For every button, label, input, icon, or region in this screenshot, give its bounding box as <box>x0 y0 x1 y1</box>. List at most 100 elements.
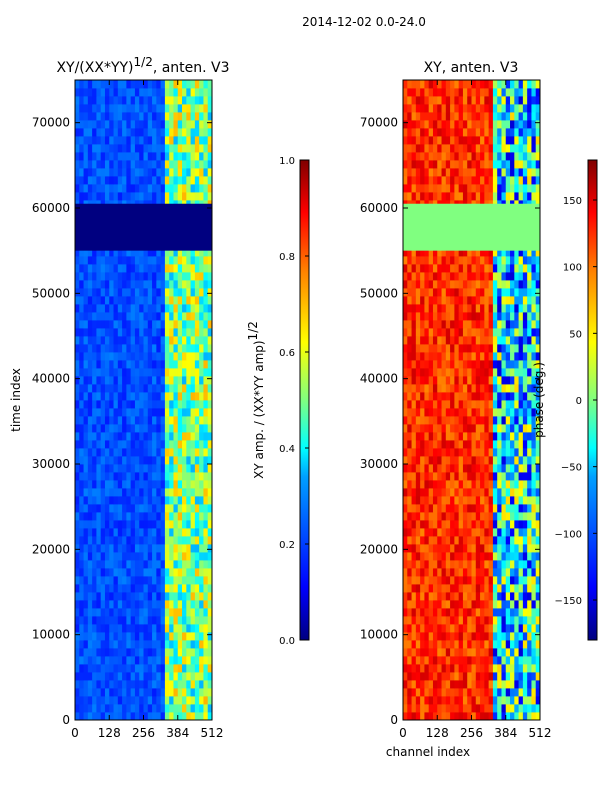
phase-heat-cell <box>510 464 515 473</box>
amplitude-heat-cell <box>147 488 153 497</box>
amplitude-heat-cell <box>207 624 212 633</box>
phase-heat-cell <box>454 392 460 401</box>
phase-heat-cell <box>411 504 417 513</box>
amplitude-heat-cell <box>126 96 132 105</box>
amplitude-heat-cell <box>164 176 170 185</box>
phase-heat-cell <box>420 360 425 369</box>
amplitude-heat-cell <box>182 136 187 145</box>
amplitude-heat-cell <box>100 600 106 609</box>
amplitude-heat-cell <box>169 536 174 545</box>
amplitude-heat-cell <box>160 456 166 465</box>
amplitude-heat-cell <box>100 384 106 393</box>
phase-heat-cell <box>403 456 408 465</box>
amplitude-heat-cell <box>139 640 144 649</box>
phase-heat-cell <box>407 616 412 625</box>
amplitude-heat-cell <box>122 704 127 713</box>
amplitude-heat-cell <box>75 344 80 353</box>
phase-heat-cell <box>497 648 502 657</box>
phase-heat-cell <box>437 560 442 569</box>
amplitude-heat-cell <box>152 424 157 433</box>
phase-heat-cell <box>462 128 468 137</box>
phase-heat-cell <box>415 640 421 649</box>
amplitude-heat-cell <box>169 696 174 705</box>
amplitude-heat-cell <box>203 672 209 681</box>
amplitude-heat-cell <box>122 584 127 593</box>
amplitude-heat-cell <box>143 504 149 513</box>
amplitude-heat-cell <box>160 424 166 433</box>
phase-heat-cell <box>527 560 532 569</box>
phase-heat-cell <box>407 456 412 465</box>
phase-heat-cell <box>471 600 477 609</box>
amplitude-heat-cell <box>152 296 157 305</box>
phase-heat-cell <box>501 648 507 657</box>
phase-heat-cell <box>501 512 507 521</box>
phase-heat-cell <box>424 320 430 329</box>
amplitude-heat-cell <box>104 544 110 553</box>
amplitude-heat-cell <box>96 248 102 257</box>
phase-heat-cell <box>445 184 451 193</box>
phase-heat-cell <box>510 688 515 697</box>
amplitude-heat-cell <box>199 704 204 713</box>
amplitude-heat-cell <box>75 688 80 697</box>
amplitude-heat-cell <box>182 176 187 185</box>
amplitude-heat-cell <box>75 352 80 361</box>
amplitude-heat-cell <box>186 112 191 121</box>
amplitude-heat-cell <box>96 712 102 720</box>
phase-heat-cell <box>535 288 540 297</box>
amplitude-heat-cell <box>87 192 93 201</box>
amplitude-heat-cell <box>109 160 114 169</box>
amplitude-heat-cell <box>87 448 93 457</box>
amplitude-heat-cell <box>122 576 127 585</box>
phase-heat-cell <box>514 192 519 201</box>
amplitude-heat-cell <box>207 576 212 585</box>
phase-heat-cell <box>510 560 515 569</box>
amplitude-heat-cell <box>182 528 187 537</box>
amplitude-ytick-label: 30000 <box>32 457 70 471</box>
amplitude-heat-cell <box>113 88 119 97</box>
phase-heat-cell <box>458 408 464 417</box>
phase-heat-cell <box>415 296 421 305</box>
phase-heat-cell <box>501 544 507 553</box>
amplitude-heat-cell <box>177 648 183 657</box>
phase-heat-cell <box>432 128 438 137</box>
amplitude-heat-cell <box>190 344 196 353</box>
phase-heat-cell <box>407 576 412 585</box>
phase-heat-cell <box>424 632 430 641</box>
amplitude-heat-cell <box>96 80 102 89</box>
phase-heat-cell <box>488 296 494 305</box>
amplitude-heat-cell <box>104 584 110 593</box>
amplitude-heat-cell <box>173 448 179 457</box>
amplitude-heat-cell <box>173 656 179 665</box>
phase-heat-cell <box>471 272 477 281</box>
phase-heat-cell <box>484 656 490 665</box>
phase-heat-cell <box>467 656 472 665</box>
phase-heat-cell <box>415 136 421 145</box>
phase-heat-cell <box>531 312 537 321</box>
phase-heat-cell <box>407 448 412 457</box>
phase-heat-cell <box>531 152 537 161</box>
phase-heat-cell <box>441 640 447 649</box>
amplitude-heat-cell <box>182 264 187 273</box>
phase-heat-cell <box>441 632 447 641</box>
phase-heat-cell <box>467 504 472 513</box>
phase-heat-cell <box>407 144 412 153</box>
amplitude-heat-cell <box>147 304 153 313</box>
phase-heat-cell <box>403 416 408 425</box>
phase-heat-cell <box>467 592 472 601</box>
phase-heat-cell <box>450 584 455 593</box>
phase-heat-cell <box>497 400 502 409</box>
amplitude-heat-cell <box>79 568 84 577</box>
phase-heat-cell <box>441 480 447 489</box>
phase-heat-cell <box>475 536 481 545</box>
phase-heat-cell <box>458 136 464 145</box>
amplitude-title-exp: 1/2 <box>134 55 153 69</box>
phase-heat-cell <box>471 256 477 265</box>
amplitude-heat-cell <box>83 392 89 401</box>
phase-heat-cell <box>458 712 464 720</box>
phase-heat-cell <box>450 400 455 409</box>
phase-heat-cell <box>450 472 455 481</box>
amplitude-heat-cell <box>75 120 80 129</box>
phase-heat-cell <box>467 528 472 537</box>
amplitude-heat-cell <box>96 128 102 137</box>
amplitude-heat-cell <box>207 296 212 305</box>
